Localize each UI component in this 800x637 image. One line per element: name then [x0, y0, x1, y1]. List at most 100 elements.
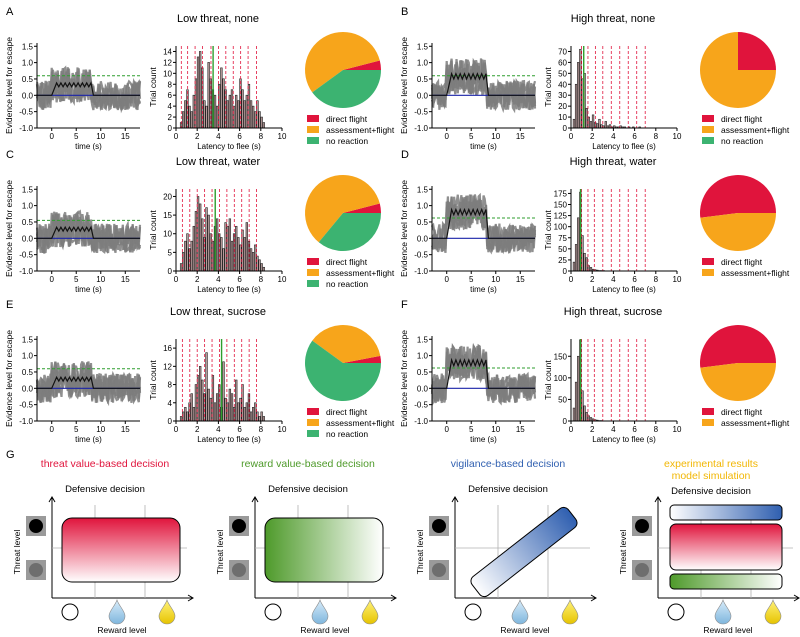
- legend-label: direct flight: [721, 114, 763, 124]
- hist-y-tick-label: 75: [558, 234, 567, 243]
- hist-y-tick-label: 50: [558, 245, 567, 254]
- outcome-pie: [305, 32, 381, 109]
- hist-y-tick-label: 12: [163, 58, 172, 67]
- reward-axis-arrow: [590, 594, 597, 602]
- hist-bar: [260, 411, 263, 422]
- x-tick-label: 5: [469, 425, 474, 434]
- hist-y-tick-label: 8: [168, 381, 173, 390]
- y-tick-label: 0.0: [22, 234, 34, 243]
- hist-x-tick-label: 10: [278, 275, 287, 284]
- hist-bar: [207, 62, 210, 129]
- hist-bar: [224, 222, 227, 272]
- legend-label: no reaction: [721, 136, 763, 146]
- pie-slice: [700, 363, 776, 401]
- x-tick-label: 5: [74, 275, 79, 284]
- trial-trace: [430, 345, 536, 403]
- hist-bar: [199, 203, 202, 272]
- pie-slice: [700, 324, 776, 368]
- sucrose-drop-icon: [158, 599, 176, 625]
- hist-x-tick-label: 8: [654, 425, 659, 434]
- hist-bar: [252, 105, 255, 129]
- hist-bar: [222, 248, 225, 272]
- hist-bar: [201, 379, 204, 422]
- hist-x-label: Latency to flee (s): [592, 142, 656, 151]
- y-tick-label: 0.5: [417, 75, 429, 84]
- reward-axis-arrow: [793, 594, 800, 602]
- hist-x-tick-label: 0: [174, 275, 179, 284]
- pie-slice: [305, 175, 380, 243]
- y-axis-label: Evidence level for escape: [4, 180, 14, 277]
- hist-y-tick-label: 14: [163, 47, 172, 56]
- low-threat-icon: [432, 563, 446, 577]
- water-drop-icon: [714, 599, 732, 625]
- panel-title: High threat, none: [571, 13, 655, 25]
- legend-swatch: [702, 126, 714, 133]
- hist-bar: [201, 218, 204, 272]
- hist-x-tick-label: 4: [216, 132, 221, 141]
- hist-y-tick-label: 8: [168, 80, 173, 89]
- hist-y-tick-label: 30: [558, 91, 567, 100]
- y-tick-label: 0.5: [22, 75, 34, 84]
- threat-band: [669, 523, 783, 571]
- y-axis-label: Evidence level for escape: [399, 330, 409, 427]
- hist-bar: [215, 218, 219, 272]
- trial-trace: [35, 68, 141, 111]
- hist-bar: [184, 407, 187, 422]
- hist-y-tick-label: 12: [163, 362, 172, 371]
- hist-y-label: Trial count: [148, 210, 158, 250]
- legend-swatch: [307, 126, 319, 133]
- hist-bar: [205, 105, 208, 129]
- hist-bar: [245, 222, 248, 272]
- x-tick-label: 0: [49, 425, 54, 434]
- y-axis-label: Evidence level for escape: [4, 330, 14, 427]
- x-tick-label: 10: [491, 132, 500, 141]
- hist-x-tick-label: 10: [673, 275, 682, 284]
- hist-y-tick-label: 0: [168, 417, 173, 426]
- hist-bar: [188, 105, 191, 129]
- legend-label: assessment+flight: [721, 268, 790, 278]
- hist-x-tick-label: 0: [569, 275, 574, 284]
- hist-bar: [604, 121, 607, 129]
- x-tick-label: 15: [516, 275, 525, 284]
- hist-x-tick-label: 8: [259, 275, 264, 284]
- legend-label: assessment+flight: [326, 125, 395, 135]
- legend-label: no reaction: [326, 429, 368, 439]
- mean-trace: [432, 71, 535, 96]
- legend-label: assessment+flight: [721, 418, 790, 428]
- hist-bar: [585, 412, 588, 422]
- x-axis-label: time (s): [470, 435, 497, 444]
- legend-label: no reaction: [326, 136, 368, 146]
- x-tick-label: 10: [96, 132, 105, 141]
- diagram-title: reward value-based decision: [241, 458, 375, 470]
- hist-bar: [237, 100, 240, 129]
- trial-traces: [35, 65, 142, 114]
- low-threat-icon: [29, 563, 43, 577]
- hist-bar: [207, 388, 210, 422]
- hist-x-label: Latency to flee (s): [592, 285, 656, 294]
- diagram-subtitle: Defensive decision: [671, 486, 751, 497]
- hist-y-tick-label: 100: [554, 374, 568, 383]
- y-tick-label: 0.0: [417, 234, 429, 243]
- reward-axis-label: Reward level: [97, 625, 146, 635]
- diagram-title: vigilance-based decision: [451, 458, 566, 470]
- hist-y-tick-label: 20: [558, 102, 567, 111]
- water-drop-icon: [311, 599, 329, 625]
- hist-bar: [230, 393, 234, 422]
- x-tick-label: 0: [49, 275, 54, 284]
- panel-title: Low threat, water: [176, 156, 261, 168]
- hist-bar: [213, 94, 217, 129]
- decision-diagram-3: vigilance-based decision Defensive decisi…: [415, 458, 597, 635]
- hist-bar: [207, 214, 210, 272]
- hist-bar: [572, 261, 576, 272]
- hist-x-tick-label: 6: [632, 425, 637, 434]
- hist-x-tick-label: 6: [237, 275, 242, 284]
- hist-bar: [239, 397, 242, 422]
- hist-bar: [190, 393, 193, 422]
- histogram-bars: [572, 191, 605, 272]
- vigilance-decision-region: [470, 506, 578, 598]
- hist-bar: [194, 211, 198, 272]
- legend-label: direct flight: [326, 257, 368, 267]
- panel-d: D High threat, water -1.0 -0.5 0.0 0.5 1.0 1.5 0…: [399, 149, 790, 294]
- hist-y-tick-label: 6: [168, 91, 173, 100]
- no-reward-icon: [264, 603, 282, 621]
